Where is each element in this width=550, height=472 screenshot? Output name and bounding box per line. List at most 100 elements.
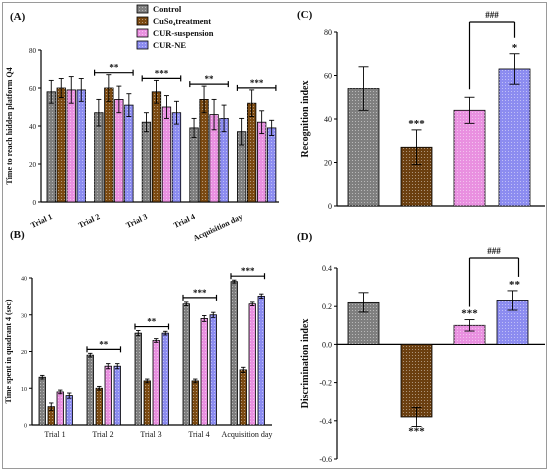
panel-a-significance-label: *** <box>155 68 169 78</box>
panel-a-bar-texture <box>57 88 66 202</box>
panel-a-legend-label: Control <box>153 4 182 14</box>
panel-a-bar <box>151 91 162 203</box>
panel-b-bar <box>143 380 151 426</box>
panel-a-legend-label: CUR-NE <box>153 40 186 50</box>
panel-a-bar-texture <box>104 88 114 202</box>
panel-a-legend-swatch-texture <box>137 29 148 37</box>
panel-b-bar-texture <box>153 340 160 425</box>
panel-c-comparison-label: ### <box>485 10 499 20</box>
panel-b-y-tick-label: 30 <box>21 313 27 319</box>
panel-a-bar <box>76 89 86 203</box>
panel-a-x-tick-label: Trial 4 <box>172 212 196 230</box>
panel-a-bar <box>124 104 134 203</box>
panel-d-y-tick-label: -0.4 <box>319 417 332 426</box>
panel-b-bar <box>95 387 103 426</box>
panel-b-bar-texture <box>135 333 142 425</box>
panel-b-x-tick-label: Trial 4 <box>188 430 209 439</box>
panel-a-legend-swatch-texture <box>137 41 148 49</box>
panel-a-bar-texture <box>199 99 209 202</box>
panel-c-y-tick-label: 60 <box>324 72 332 81</box>
panel-c-y-tick-label: 40 <box>324 115 332 124</box>
panel-b-bar-texture <box>144 380 151 425</box>
panel-d-y-axis-title: Discrimination index <box>300 319 311 409</box>
panel-a-bar-texture <box>257 122 266 202</box>
panel-a-bar-texture <box>219 118 229 202</box>
panel-b-bar-texture <box>249 303 256 425</box>
panel-a-bar <box>246 102 257 203</box>
panel-b-bar <box>38 376 46 426</box>
panel-a-bar <box>141 121 152 203</box>
panel-d-significance-label: *** <box>461 308 478 320</box>
panel-a-bar-texture <box>114 99 124 202</box>
panel-a-bar-texture <box>142 122 151 202</box>
panel-a-legend-swatch <box>136 4 149 14</box>
panel-d-y-tick-label: 0.0 <box>322 340 332 349</box>
panel-c-bar-texture <box>499 68 530 206</box>
panel-b-bar-texture <box>57 391 64 425</box>
panel-b-bar <box>86 354 94 426</box>
panel-a-bar <box>161 106 172 203</box>
panel-b-y-tick-label: 10 <box>21 387 27 393</box>
panel-c-y-axis-title: Recognition index <box>300 81 311 158</box>
panel-a-bar-texture <box>237 131 246 202</box>
panel-d-y-tick-label: -0.6 <box>319 455 332 464</box>
panel-b-bar-texture <box>258 296 265 425</box>
panel-b-y-axis-title: Time spent in quadrant 4 (sec) <box>4 299 13 403</box>
panel-c-significance-label: *** <box>408 118 425 130</box>
panel-b-x-tick-label: Trial 2 <box>92 430 113 439</box>
panel-b-x-tick-label: Trial 1 <box>44 430 65 439</box>
panel-d-bar-texture <box>401 344 432 417</box>
panel-d-bar <box>400 343 433 418</box>
panel-a-y-tick-label: 60 <box>29 85 37 93</box>
panel-b-y-tick-label: 0 <box>24 424 27 430</box>
panel-a-bar-texture <box>152 91 161 202</box>
panel-a-bar-texture <box>94 112 104 202</box>
panel-d-significance-label: ** <box>509 279 521 291</box>
panel-c-y-tick-label: 0 <box>328 202 332 211</box>
panel-a-bar <box>114 99 124 203</box>
panel-b-bar-texture <box>114 366 121 425</box>
panel-a-legend-swatch-texture <box>137 5 148 13</box>
panel-b-bar <box>209 314 217 426</box>
panel-a-bar-texture <box>247 103 256 202</box>
panel-b-x-tick-label: Trial 3 <box>140 430 161 439</box>
panel-c-bar <box>498 68 531 207</box>
panel-b-significance-label: *** <box>241 266 255 276</box>
panel-d-significance-label: *** <box>408 426 425 438</box>
panel-a-y-axis-title: Time to reach hidden platform Q4 <box>5 67 14 184</box>
panel-a-x-tick-label: Trial 1 <box>29 212 53 230</box>
panel-b-bar <box>182 303 190 426</box>
panel-a-significance-label: ** <box>205 74 215 84</box>
panel-b-bar-texture <box>48 406 55 425</box>
panel-c-significance-label: * <box>512 42 518 54</box>
panel-a-bar <box>256 121 267 203</box>
panel-a-bar-texture <box>77 89 86 202</box>
panel-a-bar-texture <box>162 107 171 202</box>
panel-b-bar-texture <box>87 355 94 425</box>
panel-b-bar <box>65 395 73 426</box>
panel-b-bar-texture <box>96 388 103 425</box>
panel-b-y-tick-label: 20 <box>21 350 27 356</box>
panel-a-legend-swatch-texture <box>137 17 148 25</box>
panel-c-label: (C) <box>297 9 313 21</box>
panel-a-bar <box>104 87 114 203</box>
panel-a-bar-texture <box>267 127 276 202</box>
panel-a-bar <box>56 87 66 203</box>
panel-b-bar-texture <box>210 314 217 425</box>
panel-c-y-tick-label: 80 <box>324 28 332 37</box>
panel-d-y-tick-label: 0.4 <box>322 264 332 273</box>
panel-a-bar <box>66 89 76 203</box>
panel-a-x-tick-label: Trial 3 <box>124 212 148 230</box>
panel-b-x-tick-label: Acquisition day <box>222 430 273 439</box>
panel-a-y-tick-label: 80 <box>29 47 37 55</box>
panel-a-y-tick-label: 20 <box>29 161 37 169</box>
panel-b-bar <box>104 365 112 426</box>
panel-d-comparison-label: ### <box>487 246 501 256</box>
panel-c-bar <box>453 109 486 207</box>
panel-a-significance-label: ** <box>109 63 119 73</box>
panel-a-label: (A) <box>10 11 26 23</box>
panel-b-bar-texture <box>66 395 73 425</box>
panel-b-bar <box>152 340 160 426</box>
panel-a-bar <box>199 99 209 203</box>
